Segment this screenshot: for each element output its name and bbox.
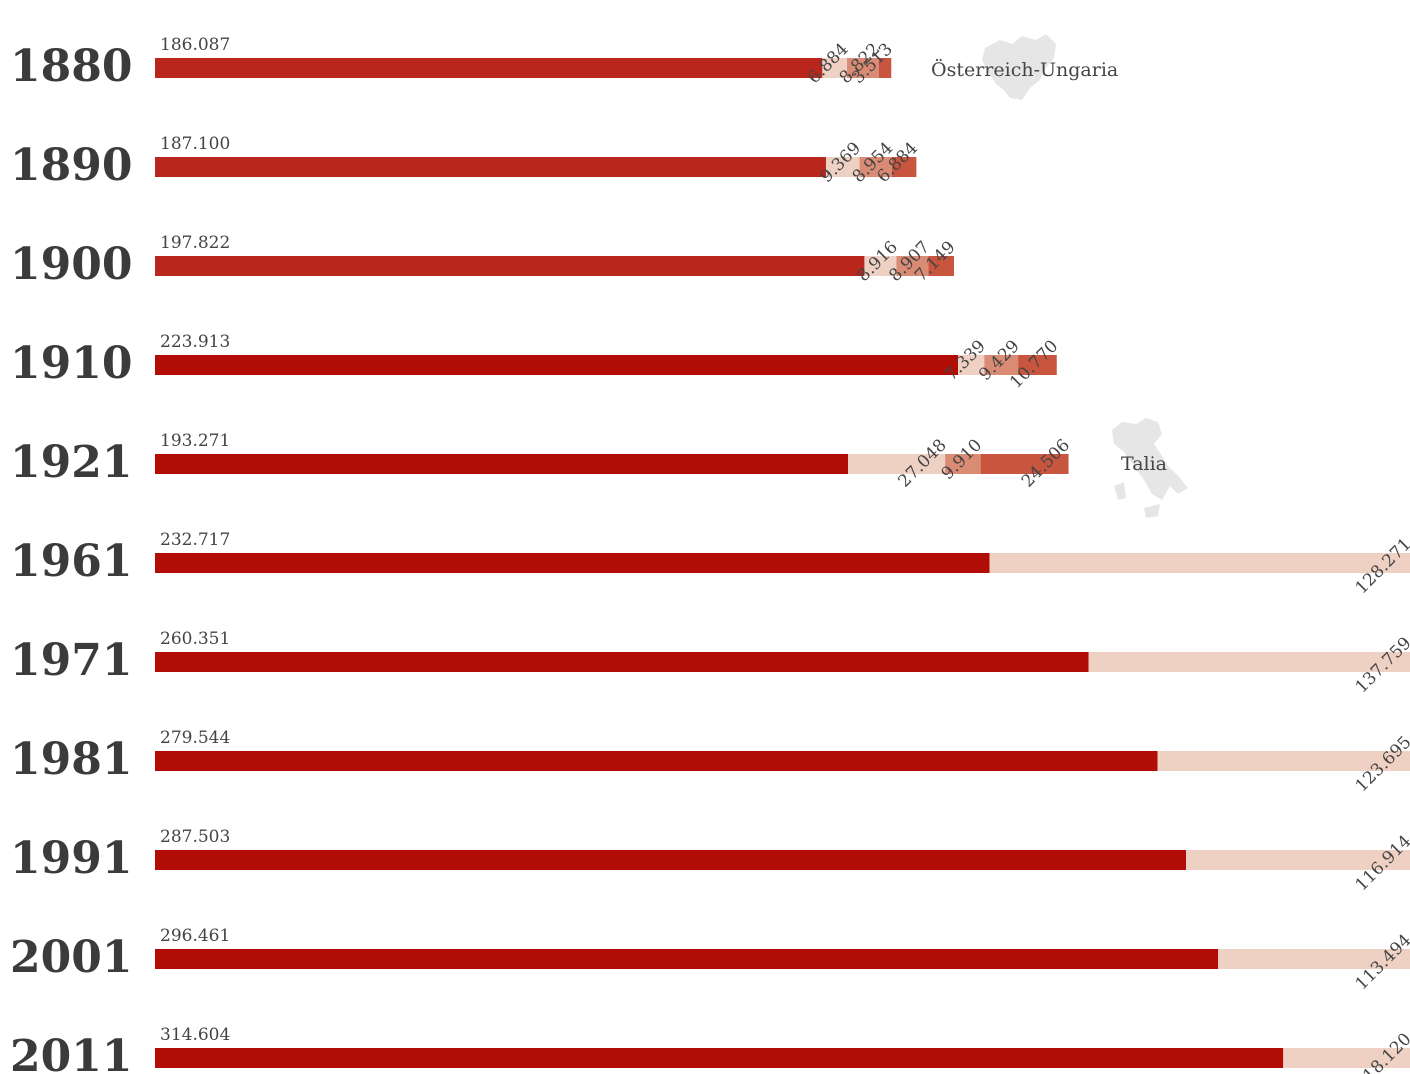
region-label-austria-hungary: Österreich-Ungaria	[931, 58, 1118, 81]
year-label-1880: 1880	[10, 41, 132, 92]
bar-segment-1910-1	[958, 355, 985, 375]
bar-segment-1900-2	[896, 256, 929, 276]
bar-segment-1910-0	[155, 355, 958, 375]
bar-segment-1910-3	[1018, 355, 1057, 375]
bar-segment-1890-0	[155, 157, 826, 177]
sicily-map-icon	[1144, 504, 1160, 518]
bar-segment-1880-3	[878, 58, 892, 78]
bar-segment-1921-3	[980, 454, 1069, 474]
bar-segment-2011-0	[155, 1048, 1284, 1068]
bar-segment-1981-0	[155, 751, 1158, 771]
year-label-1890: 1890	[10, 140, 132, 191]
value-label-1910-0: 223.913	[160, 332, 230, 352]
bar-segment-1921-0	[155, 454, 849, 474]
bar-segment-1900-1	[864, 256, 897, 276]
value-label-1921-0: 193.271	[160, 431, 230, 451]
year-label-1900: 1900	[10, 239, 132, 290]
year-label-1921: 1921	[10, 437, 132, 488]
year-label-1991: 1991	[10, 833, 132, 884]
sardinia-map-icon	[1114, 482, 1126, 500]
bar-segment-2001-1	[1218, 949, 1410, 969]
year-label-1961: 1961	[10, 536, 132, 587]
value-label-1961-0: 232.717	[160, 530, 230, 550]
bar-segment-1890-1	[825, 157, 860, 177]
bar-segment-1880-1	[822, 58, 848, 78]
year-label-1971: 1971	[10, 635, 132, 686]
value-label-1971-0: 260.351	[160, 629, 230, 649]
bar-segment-1961-1	[989, 553, 1410, 573]
year-label-2011: 2011	[10, 1031, 132, 1074]
year-label-1910: 1910	[10, 338, 132, 389]
bar-segment-1991-1	[1186, 850, 1410, 870]
italy-map-icon	[1112, 418, 1188, 500]
bar-segment-1971-1	[1088, 652, 1410, 672]
bar-segment-1890-2	[859, 157, 892, 177]
bar-segment-1971-0	[155, 652, 1089, 672]
value-label-1981-0: 279.544	[160, 728, 230, 748]
bar-segment-1880-2	[847, 58, 879, 78]
value-label-1890-0: 187.100	[160, 134, 230, 154]
bar-segment-2001-0	[155, 949, 1219, 969]
bar-segment-1991-0	[155, 850, 1187, 870]
bar-segment-1890-3	[891, 157, 917, 177]
year-label-1981: 1981	[10, 734, 132, 785]
bar-segment-2011-1	[1283, 1048, 1410, 1068]
bar-segment-1900-3	[928, 256, 954, 276]
value-label-2011-0: 314.604	[160, 1025, 230, 1045]
bar-segment-1900-0	[155, 256, 865, 276]
bar-segment-1910-2	[984, 355, 1019, 375]
austria-hungary-map-icon	[982, 34, 1056, 100]
value-label-2001-0: 296.461	[160, 926, 230, 946]
year-label-2001: 2001	[10, 932, 132, 983]
value-label-1900-0: 197.822	[160, 233, 230, 253]
bar-segment-1921-1	[848, 454, 946, 474]
region-label-italy: Talia	[1121, 453, 1167, 475]
bar-segment-1880-0	[155, 58, 823, 78]
value-label-1991-0: 287.503	[160, 827, 230, 847]
bar-segment-1981-1	[1157, 751, 1410, 771]
value-label-1880-0: 186.087	[160, 35, 230, 55]
bar-segment-1921-2	[945, 454, 981, 474]
bar-segment-1961-0	[155, 553, 990, 573]
